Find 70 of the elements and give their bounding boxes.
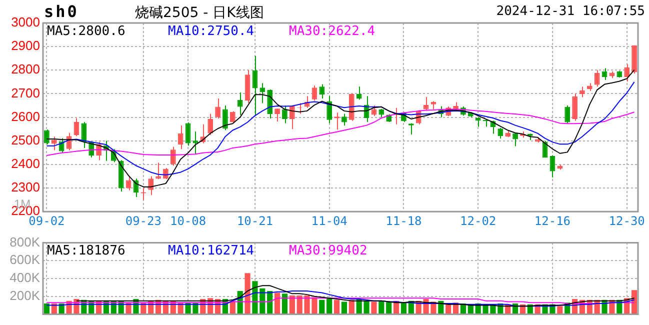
y-tick-label: 600K	[10, 252, 40, 268]
chart-subtitle: 2024-12-31 16:07:55	[496, 4, 645, 19]
bar	[326, 298, 332, 314]
candlestick	[356, 86, 362, 100]
candlestick	[222, 105, 228, 131]
candlestick	[348, 93, 354, 122]
candlestick	[126, 176, 132, 191]
bar	[371, 302, 377, 314]
x-tick-label: 09-23	[125, 214, 162, 228]
candlestick	[44, 129, 50, 145]
candlestick	[624, 64, 630, 82]
text: MA10:2750.4	[168, 24, 254, 39]
x-tick-label: 12-02	[460, 214, 496, 228]
candlestick	[564, 105, 570, 124]
y-tick-label: 200K	[10, 288, 40, 303]
candlestick	[74, 118, 80, 137]
chart-title: 烧碱2505 - 日K线图	[135, 4, 264, 22]
text: MA5:181876	[47, 244, 126, 259]
y-tick-label: 2300	[11, 180, 40, 195]
candlestick	[326, 96, 332, 124]
y-tick-label: 400K	[10, 270, 40, 286]
x-tick-label: 12-16	[534, 214, 571, 228]
x-tick-label: 11-04	[311, 214, 348, 228]
text: MA30:99402	[289, 244, 368, 259]
y-tick-label: 2400	[11, 156, 40, 172]
candlestick	[252, 56, 258, 116]
candlestick	[342, 113, 347, 126]
bar	[319, 300, 325, 314]
y-tick-label: 2800	[11, 62, 40, 77]
x-tick-label: 11-18	[386, 214, 422, 228]
candlestick	[282, 105, 288, 124]
candlestick	[319, 84, 325, 99]
x-tick-label: 10-21	[236, 214, 274, 228]
x-tick-label: 10-08	[170, 214, 206, 228]
candlestick	[208, 113, 214, 136]
candlestick	[498, 127, 504, 140]
bar	[341, 302, 348, 314]
x-tick-label: 12-30	[608, 214, 645, 228]
candlestick	[512, 132, 518, 147]
text: sh0	[44, 2, 79, 21]
candlestick	[550, 154, 556, 178]
y-tick-label: 2900	[11, 38, 40, 54]
candlestick	[594, 70, 600, 88]
bar	[244, 273, 250, 314]
bar	[274, 292, 280, 314]
candlestick	[274, 108, 280, 122]
candlestick	[312, 84, 318, 102]
candlestick	[244, 70, 250, 104]
bar	[631, 290, 638, 314]
candlestick	[215, 98, 220, 119]
y-tick-label: 2700	[11, 85, 40, 100]
candlestick	[580, 86, 585, 98]
candlestick	[148, 176, 154, 196]
candlestick	[170, 146, 176, 166]
text: MA30:2622.4	[289, 24, 376, 39]
candlestick	[81, 122, 87, 148]
candlestick	[178, 125, 184, 150]
bar	[557, 306, 563, 314]
candlestick	[260, 82, 266, 104]
bar	[282, 294, 288, 314]
bar	[334, 300, 340, 314]
text: MA10:162714	[168, 244, 254, 259]
y-tick-label: 3000	[11, 14, 40, 30]
candlestick	[572, 93, 578, 122]
candlestick	[156, 162, 161, 180]
candlestick	[237, 92, 243, 116]
y-tick-label: 2500	[11, 132, 40, 148]
y-tick-label: 2600	[11, 108, 40, 124]
y-tick-label: 800K	[10, 234, 40, 250]
text: MA5:2800.6	[47, 24, 126, 39]
